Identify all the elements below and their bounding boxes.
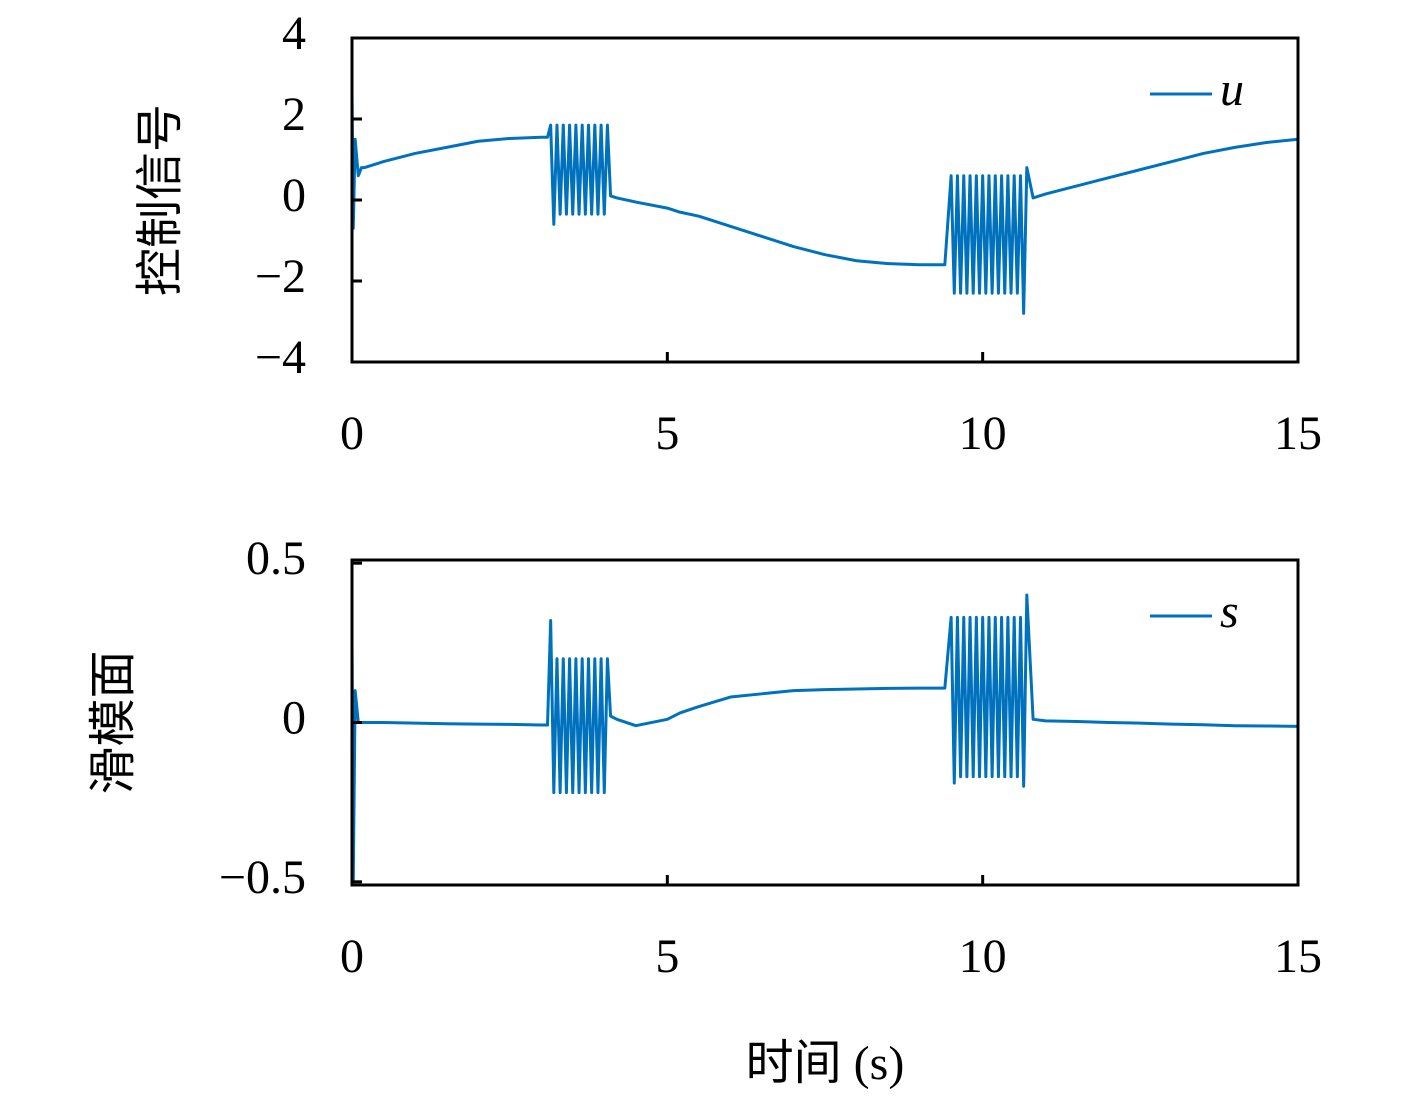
x-tick-label: 15 — [1274, 930, 1322, 983]
y-tick-label: 4 — [282, 7, 306, 60]
x-tick-label: 0 — [340, 930, 364, 983]
y-tick-label: 0.5 — [246, 532, 306, 585]
data-line — [350, 94, 1299, 315]
y-axis-label: 控制信号 — [134, 104, 187, 296]
y-tick-label: 2 — [282, 88, 306, 141]
y-tick-label: 0 — [282, 169, 306, 222]
y-tick-label: −4 — [255, 331, 306, 384]
x-axis-label: 时间 (s) — [746, 1037, 905, 1090]
x-tick-label: 10 — [959, 930, 1007, 983]
y-tick-label: 0 — [282, 692, 306, 745]
x-tick-label: 0 — [340, 407, 364, 460]
x-tick-label: 15 — [1274, 407, 1322, 460]
x-tick-label: 10 — [959, 407, 1007, 460]
x-tick-label: 5 — [655, 930, 679, 983]
y-tick-label: −0.5 — [219, 851, 306, 904]
legend-label: s — [1220, 585, 1239, 638]
data-line — [350, 593, 1299, 884]
x-tick-label: 5 — [655, 407, 679, 460]
y-tick-label: −2 — [255, 250, 306, 303]
legend-label: u — [1220, 63, 1244, 116]
plot-frame — [350, 36, 1300, 364]
y-axis-label: 滑模面 — [87, 650, 140, 794]
